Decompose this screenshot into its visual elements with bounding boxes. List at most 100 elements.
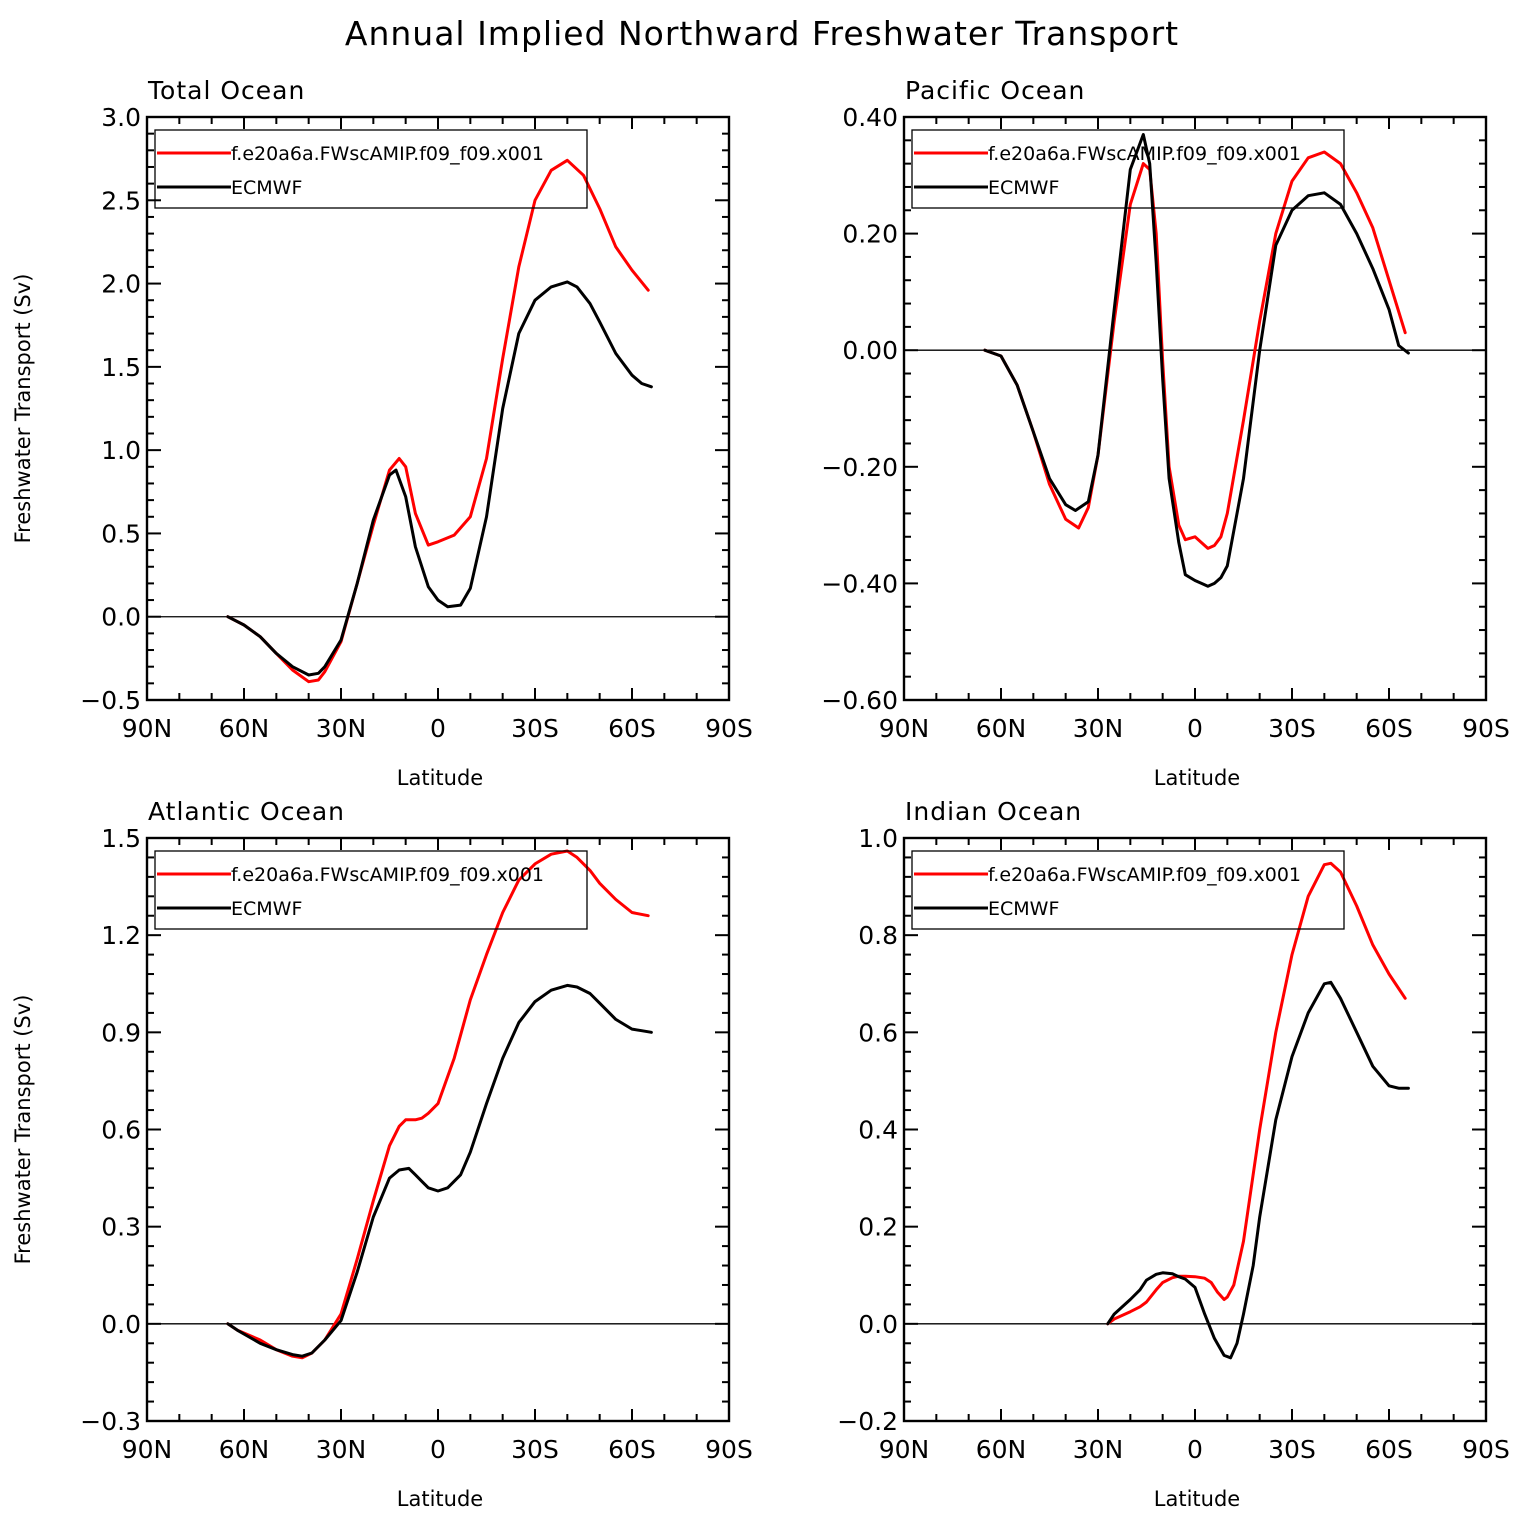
x-tick-label: 60S: [1365, 1435, 1413, 1464]
y-tick-label: 0.40: [842, 103, 898, 132]
x-tick-label: 60N: [219, 714, 270, 743]
panel-title: Indian Ocean: [905, 797, 1082, 826]
x-tick-label: 30N: [316, 714, 367, 743]
y-tick-label: 0.6: [858, 1018, 898, 1047]
y-tick-label: 1.5: [101, 824, 141, 853]
series-line-ecmwf: [226, 983, 653, 1358]
x-tick-label: 90S: [1462, 1435, 1510, 1464]
legend-label: f.e20a6a.FWscAMIP.f09_f09.x001: [988, 864, 1301, 886]
y-tick-label: 0.20: [842, 220, 898, 249]
y-tick-label: 0.0: [858, 1310, 898, 1339]
y-tick-label: 0.0: [101, 1310, 141, 1339]
legend: f.e20a6a.FWscAMIP.f09_f09.x001 ECMWF: [911, 129, 1345, 209]
x-tick-label: 90N: [879, 714, 930, 743]
y-tick-label: 2.5: [101, 186, 141, 215]
x-tick-label: 60N: [976, 714, 1027, 743]
legend: f.e20a6a.FWscAMIP.f09_f09.x001 ECMWF: [154, 129, 588, 209]
x-tick-label: 30S: [511, 714, 559, 743]
y-tick-label: 1.0: [101, 436, 141, 465]
x-tick-label: 30S: [1268, 714, 1316, 743]
chart-panel-total-ocean: Total Ocean 90N 60N 30N 0 30S 60S 90S −0.5 0.0 0.5…: [11, 76, 753, 790]
chart-panel-pacific-ocean: Pacific Ocean 90N 60N 30N 0 30S 60S 90S −0.60 −0.…: [821, 76, 1509, 790]
x-tick-label: 0: [430, 1435, 446, 1464]
y-tick-label: 0.4: [858, 1116, 898, 1145]
series-line-ecmwf: [1106, 980, 1410, 1360]
panels: Total Ocean 90N 60N 30N 0 30S 60S 90S −0.5 0.0 0.5…: [11, 76, 1510, 1511]
series-line-f-e20a6a-fwscamip-f09-f09-x001: [1106, 861, 1407, 1326]
y-tick-label: −0.3: [80, 1407, 141, 1436]
x-tick-label: 90S: [1462, 714, 1510, 743]
x-axis-label: Latitude: [397, 1487, 483, 1511]
y-tick-label: 0.0: [101, 603, 141, 632]
y-tick-label: −0.2: [837, 1407, 898, 1436]
x-tick-label: 0: [1187, 1435, 1203, 1464]
y-tick-label: 1.2: [101, 921, 141, 950]
chart-panel-atlantic-ocean: Atlantic Ocean 90N 60N 30N 0 30S 60S 90S −0.3 0.0…: [11, 797, 753, 1511]
x-tick-label: 60S: [608, 1435, 656, 1464]
x-tick-label: 30S: [1268, 1435, 1316, 1464]
chart-panel-indian-ocean: Indian Ocean 90N 60N 30N 0 30S 60S 90S −0.2 0.0 0.…: [837, 797, 1510, 1511]
y-tick-label: 1.5: [101, 353, 141, 382]
x-tick-label: 30N: [1073, 714, 1124, 743]
x-tick-label: 0: [1187, 714, 1203, 743]
legend-label: ECMWF: [231, 177, 302, 199]
series-line-f-e20a6a-fwscamip-f09-f09-x001: [983, 150, 1407, 550]
y-tick-label: −0.40: [821, 569, 898, 598]
panel-title: Total Ocean: [147, 76, 305, 105]
y-tick-label: 0.8: [858, 921, 898, 950]
y-tick-label: 0.3: [101, 1213, 141, 1242]
plot-frame: [902, 836, 1488, 1423]
series-line-f-e20a6a-fwscamip-f09-f09-x001: [226, 158, 650, 684]
x-tick-label: 60N: [976, 1435, 1027, 1464]
figure-title: Annual Implied Northward Freshwater Tran…: [345, 14, 1179, 53]
y-tick-label: −0.5: [80, 686, 141, 715]
x-tick-label: 60S: [608, 714, 656, 743]
legend-label: f.e20a6a.FWscAMIP.f09_f09.x001: [231, 864, 544, 886]
x-tick-label: 0: [430, 714, 446, 743]
y-tick-label: −0.60: [821, 686, 898, 715]
x-tick-label: 30S: [511, 1435, 559, 1464]
series-line-f-e20a6a-fwscamip-f09-f09-x001: [226, 849, 650, 1360]
legend-box: [154, 850, 588, 930]
legend: f.e20a6a.FWscAMIP.f09_f09.x001 ECMWF: [911, 850, 1345, 930]
x-tick-label: 30N: [316, 1435, 367, 1464]
legend-label: f.e20a6a.FWscAMIP.f09_f09.x001: [988, 143, 1301, 165]
y-tick-label: 0.2: [858, 1213, 898, 1242]
plot-frame: [145, 115, 731, 702]
x-axis-label: Latitude: [397, 766, 483, 790]
y-tick-label: 0.5: [101, 519, 141, 548]
x-tick-label: 60S: [1365, 714, 1413, 743]
y-tick-label: 0.6: [101, 1116, 141, 1145]
y-tick-label: 3.0: [101, 103, 141, 132]
x-tick-label: 90S: [705, 1435, 753, 1464]
x-tick-label: 30N: [1073, 1435, 1124, 1464]
x-tick-label: 60N: [219, 1435, 270, 1464]
series-line-ecmwf: [226, 280, 653, 677]
plot-frame: [145, 836, 731, 1423]
legend-label: ECMWF: [988, 177, 1059, 199]
x-tick-label: 90N: [122, 714, 173, 743]
legend-box: [911, 850, 1345, 930]
x-tick-label: 90N: [879, 1435, 930, 1464]
legend-box: [911, 129, 1345, 209]
panel-title: Atlantic Ocean: [148, 797, 345, 826]
y-tick-label: 0.9: [101, 1018, 141, 1047]
plot-frame: [902, 115, 1488, 702]
x-axis-label: Latitude: [1154, 1487, 1240, 1511]
y-tick-label: 2.0: [101, 270, 141, 299]
panel-title: Pacific Ocean: [905, 76, 1085, 105]
y-tick-label: −0.20: [821, 453, 898, 482]
series-line-ecmwf: [983, 133, 1410, 588]
y-axis-label: Freshwater Transport (Sv): [11, 995, 35, 1265]
x-axis-label: Latitude: [1154, 766, 1240, 790]
legend-box: [154, 129, 588, 209]
legend-label: ECMWF: [231, 898, 302, 920]
y-tick-label: 0.00: [842, 336, 898, 365]
x-tick-label: 90S: [705, 714, 753, 743]
legend-label: f.e20a6a.FWscAMIP.f09_f09.x001: [231, 143, 544, 165]
x-tick-label: 90N: [122, 1435, 173, 1464]
legend: f.e20a6a.FWscAMIP.f09_f09.x001 ECMWF: [154, 850, 588, 930]
legend-label: ECMWF: [988, 898, 1059, 920]
y-axis-label: Freshwater Transport (Sv): [11, 274, 35, 544]
